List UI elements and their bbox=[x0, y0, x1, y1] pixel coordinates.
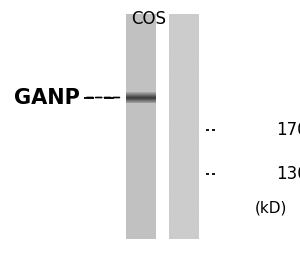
Text: 130: 130 bbox=[276, 165, 300, 183]
Text: COS: COS bbox=[131, 10, 166, 28]
Text: GANP: GANP bbox=[14, 88, 80, 107]
Text: (kD): (kD) bbox=[255, 200, 287, 216]
Text: 170: 170 bbox=[276, 121, 300, 139]
